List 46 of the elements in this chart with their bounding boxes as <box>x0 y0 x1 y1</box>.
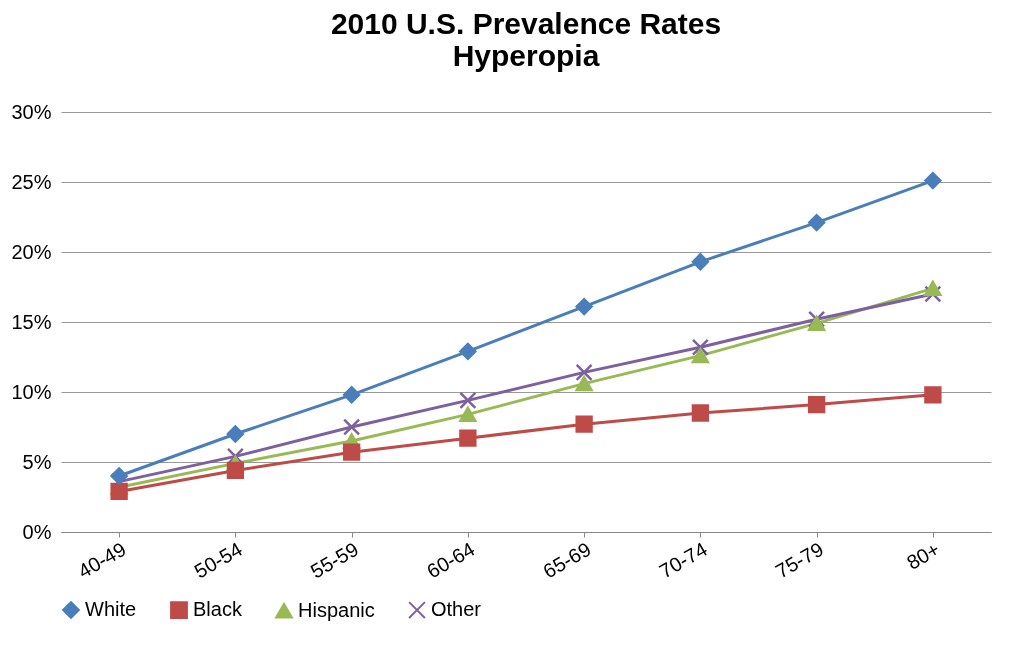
point <box>924 285 942 303</box>
y-tick-label: 0% <box>22 520 52 543</box>
point <box>807 310 826 328</box>
legend-label: Black <box>193 598 243 621</box>
x-tick-label: 40-49 <box>74 537 130 583</box>
x-tick-label: 80+ <box>902 537 944 574</box>
x-tick-label: 75-79 <box>771 537 828 583</box>
legend-label: Hispanic <box>298 598 375 621</box>
text: Hyperopia <box>452 39 600 72</box>
y-tick-label: 20% <box>11 240 52 263</box>
point <box>575 297 593 316</box>
y-tick-label: 30% <box>11 100 52 123</box>
y-tick-label: 5% <box>22 450 52 473</box>
point <box>924 386 942 404</box>
legend-label: White <box>85 598 137 621</box>
point <box>459 429 477 447</box>
point <box>342 443 361 461</box>
x-tick-label: 60-64 <box>423 537 479 583</box>
point <box>575 415 593 433</box>
point <box>575 375 593 392</box>
y-tick-label: 10% <box>11 380 52 403</box>
point <box>110 467 128 485</box>
text: 2010 U.S. Prevalence Rates <box>330 7 722 40</box>
point <box>691 404 710 422</box>
point <box>110 482 128 501</box>
point <box>807 395 826 414</box>
legend-label: Other <box>431 598 482 621</box>
point <box>575 363 593 382</box>
point <box>691 253 710 271</box>
point <box>924 171 942 190</box>
point <box>807 315 826 332</box>
x-tick-label: 70-74 <box>655 537 711 583</box>
point <box>342 386 361 404</box>
y-tick-label: 15% <box>11 310 52 333</box>
point <box>807 213 826 232</box>
point <box>459 342 477 361</box>
point <box>691 347 710 364</box>
point <box>226 425 245 443</box>
point <box>459 391 477 410</box>
point <box>459 406 477 423</box>
y-tick-label: 25% <box>11 170 52 193</box>
point <box>924 280 942 297</box>
point <box>342 418 361 436</box>
point <box>226 461 245 480</box>
x-tick-label: 65-69 <box>539 537 595 583</box>
point <box>691 338 710 356</box>
